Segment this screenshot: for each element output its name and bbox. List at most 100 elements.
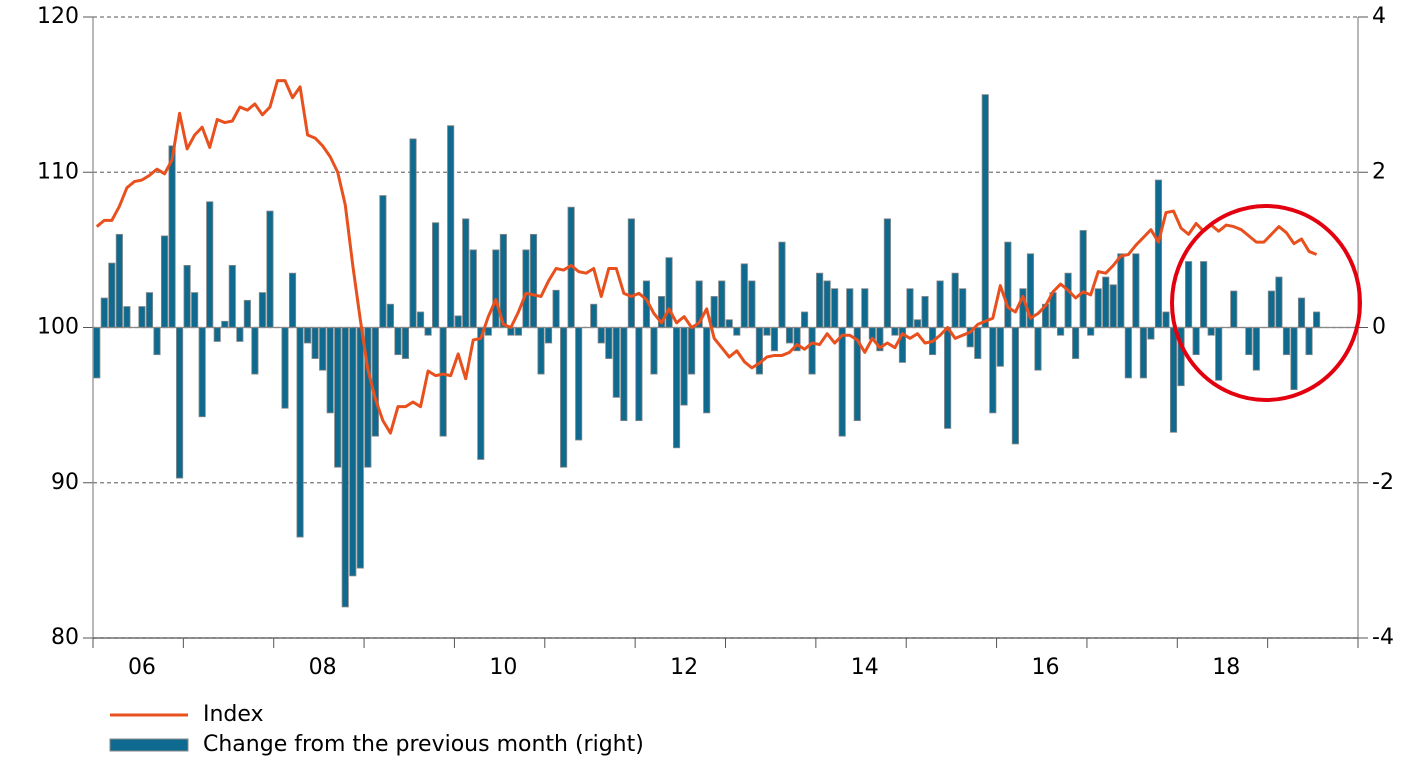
bar	[439, 327, 447, 437]
bar	[1064, 272, 1072, 328]
bar	[1282, 327, 1291, 356]
bar	[153, 327, 161, 356]
bar	[168, 145, 176, 328]
bar	[1162, 311, 1170, 328]
bar	[356, 327, 364, 569]
y2-tick-label: 4	[1372, 4, 1386, 29]
bar	[462, 218, 470, 328]
bar	[1215, 327, 1223, 381]
bar	[1004, 241, 1012, 328]
bar	[1245, 327, 1253, 356]
bar	[816, 272, 824, 328]
bar	[206, 201, 214, 328]
bar	[266, 210, 274, 328]
bar	[665, 257, 673, 328]
bar	[627, 218, 635, 328]
bar	[883, 218, 891, 328]
bar	[1117, 253, 1125, 328]
y-tick-label: 120	[37, 4, 79, 29]
bar	[537, 327, 545, 375]
x-tick-label: 16	[1032, 655, 1060, 680]
y-tick-label: 100	[37, 315, 79, 340]
bar	[763, 327, 771, 336]
bar	[243, 299, 251, 328]
bar	[740, 263, 748, 328]
bar	[1102, 276, 1110, 328]
bar	[590, 303, 598, 328]
legend-swatch	[109, 738, 189, 752]
bar	[349, 327, 357, 577]
bar	[921, 296, 929, 328]
bar	[1207, 327, 1215, 336]
x-tick-label: 18	[1212, 655, 1240, 680]
bar	[755, 327, 763, 375]
bar	[176, 327, 184, 479]
bar	[228, 264, 236, 328]
bar	[281, 327, 289, 409]
bar	[424, 327, 432, 336]
bar	[477, 327, 485, 460]
legend-label: Change from the previous month (right)	[203, 732, 644, 757]
bar	[198, 327, 206, 418]
bar	[996, 327, 1004, 367]
y2-tick-label: -2	[1372, 470, 1394, 495]
x-tick-label: 12	[670, 655, 698, 680]
bar	[93, 327, 101, 379]
bar	[432, 222, 440, 328]
bar	[138, 306, 146, 328]
bar	[334, 327, 342, 468]
x-tick-label: 06	[128, 655, 156, 680]
bar	[680, 327, 688, 406]
bar	[514, 327, 522, 336]
bar	[100, 297, 108, 328]
bar	[469, 249, 477, 328]
bar	[770, 327, 779, 352]
bar	[379, 195, 387, 328]
bar	[1305, 327, 1313, 356]
x-tick-label: 14	[851, 655, 879, 680]
bar	[672, 327, 681, 449]
bar	[484, 327, 492, 336]
bar	[1297, 297, 1306, 328]
bar	[251, 327, 259, 375]
bar	[1230, 290, 1238, 328]
x-tick-label: 10	[489, 655, 517, 680]
bar	[296, 327, 304, 538]
bar	[748, 280, 756, 328]
index-line	[95, 79, 1318, 435]
bar	[454, 315, 462, 328]
bar	[1079, 230, 1087, 328]
bar	[1169, 327, 1178, 433]
x-tick-label: 08	[309, 655, 337, 680]
bar	[974, 327, 982, 359]
bar	[304, 327, 312, 344]
bar	[733, 327, 741, 336]
bar	[492, 249, 500, 328]
y2-tick-label: -4	[1372, 625, 1394, 650]
bar	[1087, 327, 1095, 336]
bar	[1072, 327, 1080, 359]
bar	[183, 264, 191, 328]
bar	[1034, 327, 1042, 371]
bar	[1154, 179, 1163, 328]
bar	[108, 262, 116, 328]
y-tick-label: 90	[51, 470, 79, 495]
bar	[1094, 288, 1102, 328]
bar	[1200, 261, 1208, 328]
bar	[213, 327, 221, 342]
bar	[552, 289, 560, 328]
bar	[823, 280, 831, 328]
bar	[160, 235, 169, 328]
bar	[1109, 284, 1117, 328]
bar	[1192, 327, 1200, 356]
bar	[529, 233, 538, 328]
bar	[951, 272, 959, 328]
legend-label: Index	[203, 702, 264, 727]
bar	[1313, 311, 1321, 328]
bar	[785, 327, 794, 344]
bar	[936, 280, 944, 328]
bar	[959, 288, 967, 328]
bar	[1185, 261, 1193, 328]
bar	[1275, 276, 1283, 328]
